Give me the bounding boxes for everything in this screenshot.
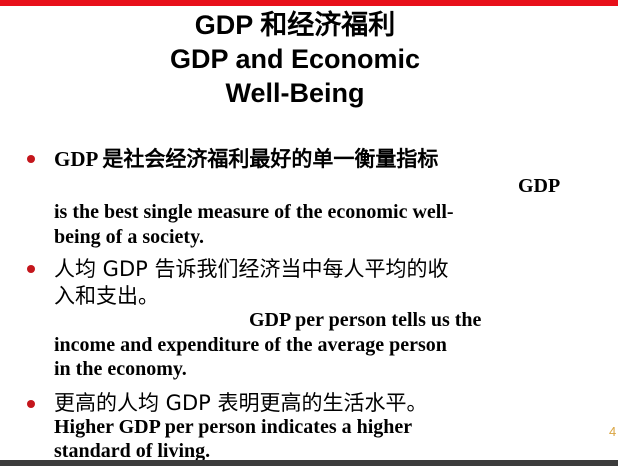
bullet-2-english-line-2: income and expenditure of the average pe… <box>54 334 447 356</box>
slide-title: GDP 和经济福利 GDP and Economic Well-Being <box>0 8 590 110</box>
bottom-bar <box>0 460 618 466</box>
page-number: 4 <box>609 424 617 439</box>
bullet-3-english-line-1: Higher GDP per person indicates a higher <box>54 416 413 438</box>
top-accent-bar <box>0 0 618 6</box>
title-line-chinese: GDP 和经济福利 <box>194 10 396 40</box>
title-line-english-2: Well-Being <box>225 78 365 108</box>
bullet-2-english-line-3: in the economy. <box>54 358 187 380</box>
bullet-1-english-line-1: is the best single measure of the econom… <box>54 201 454 223</box>
bullet-3-english-line-2: standard of living. <box>54 440 211 462</box>
title-line-english-1: GDP and Economic <box>169 44 421 74</box>
bullet-2-chinese-line-2: 入和支出。 <box>54 284 159 308</box>
bullet-2-chinese-line-1: 人均 GDP 告诉我们经济当中每人平均的收 <box>54 257 449 281</box>
bullet-3-marker <box>27 400 35 408</box>
bullet-1-marker <box>27 155 35 163</box>
bullet-1-english-lead: GDP <box>518 175 561 197</box>
bullet-2-english-line-1: GDP per person tells us the <box>249 309 482 331</box>
bullet-1-chinese: GDP 是社会经济福利最好的单一衡量指标 <box>54 147 439 171</box>
bullet-2-marker <box>27 265 35 273</box>
bullet-1-english-line-2: being of a society. <box>54 226 204 248</box>
bullet-3-chinese: 更高的人均 GDP 表明更高的生活水平。 <box>54 391 428 415</box>
